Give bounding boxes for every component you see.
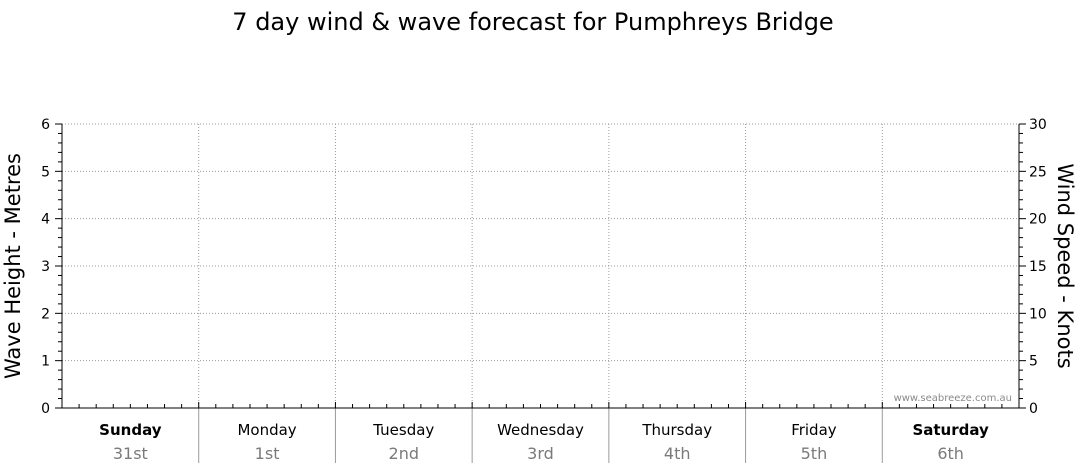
day-name-label: Sunday: [99, 421, 162, 439]
left-tick-label: 0: [41, 401, 50, 417]
left-axis-label: Wave Height - Metres: [1, 153, 25, 379]
left-axis-ticks: 0 1 2 3 4 5 6: [41, 117, 62, 417]
chart-title: 7 day wind & wave forecast for Pumphreys…: [232, 8, 833, 36]
grid-lines: [62, 123, 1019, 463]
left-tick-label: 2: [41, 306, 50, 322]
right-tick-label: 25: [1029, 164, 1047, 180]
day-labels: Sunday 31st Monday 1st Tuesday 2nd Wednesday 3r…: [99, 421, 989, 463]
right-axis-label: Wind Speed - Knots: [1053, 163, 1077, 368]
day-date-label: 3rd: [527, 444, 554, 463]
day-name-label: Tuesday: [372, 421, 434, 439]
day-name-label: Monday: [237, 421, 296, 439]
left-tick-label: 1: [41, 354, 50, 370]
left-tick-label: 5: [41, 164, 50, 180]
left-tick-label: 4: [41, 212, 50, 228]
day-name-label: Friday: [791, 421, 837, 439]
day-name-label: Thursday: [641, 421, 712, 439]
right-tick-label: 5: [1029, 354, 1038, 370]
day-name-label: Saturday: [912, 421, 989, 439]
day-date-label: 6th: [937, 444, 964, 463]
day-name-label: Wednesday: [497, 421, 584, 439]
right-tick-label: 20: [1029, 212, 1047, 228]
right-tick-label: 10: [1029, 306, 1047, 322]
right-tick-label: 15: [1029, 259, 1047, 275]
right-tick-label: 0: [1029, 401, 1038, 417]
day-date-label: 1st: [255, 444, 280, 463]
day-date-label: 5th: [801, 444, 828, 463]
day-date-label: 4th: [664, 444, 691, 463]
left-tick-label: 6: [41, 117, 50, 133]
watermark-text: www.seabreeze.com.au: [894, 393, 1012, 404]
day-date-label: 31st: [113, 444, 148, 463]
right-tick-label: 30: [1029, 117, 1047, 133]
day-date-label: 2nd: [389, 444, 419, 463]
left-tick-label: 3: [41, 259, 50, 275]
right-axis-ticks: 0 5 10 15 20 25 30: [1019, 117, 1047, 417]
